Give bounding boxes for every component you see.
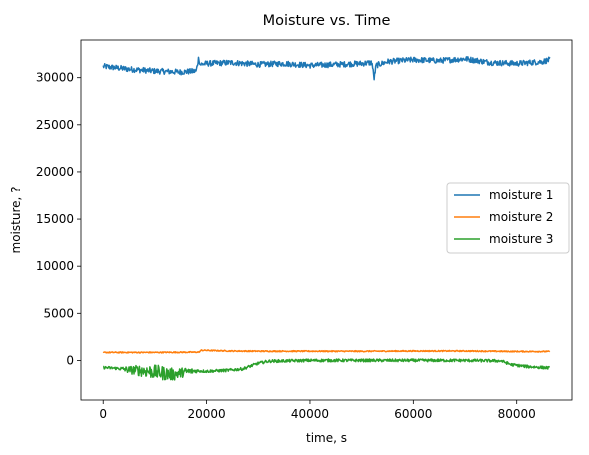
y-tick-label: 0 — [66, 353, 74, 367]
series-line-moisture-2 — [102, 349, 551, 354]
y-tick-label: 15000 — [36, 212, 74, 226]
series-line-moisture-3 — [102, 358, 551, 381]
axes-frame — [80, 39, 573, 401]
x-tick-label: 40000 — [291, 407, 329, 421]
x-tick-label: 80000 — [498, 407, 536, 421]
x-tick-label: 20000 — [187, 407, 225, 421]
legend: moisture 1 moisture 2 moisture 3 — [446, 182, 570, 254]
legend-label: moisture 1 — [489, 188, 553, 202]
chart-title: Moisture vs. Time — [263, 13, 391, 29]
plot-area — [80, 39, 573, 401]
legend-label: moisture 3 — [489, 232, 553, 246]
x-tick-label: 0 — [99, 407, 107, 421]
x-axis-ticks: 0 20000 40000 60000 80000 — [99, 400, 536, 421]
y-tick-label: 5000 — [43, 306, 74, 320]
y-tick-label: 20000 — [36, 165, 74, 179]
y-tick-label: 30000 — [36, 71, 74, 85]
x-axis-label: time, s — [306, 431, 347, 445]
legend-box — [446, 182, 570, 254]
y-axis-ticks: 0 5000 10000 15000 20000 25000 30000 — [36, 71, 81, 367]
y-axis-label: moisture, ? — [9, 187, 23, 254]
legend-items: moisture 1 moisture 2 moisture 3 — [454, 188, 553, 246]
x-tick-label: 60000 — [394, 407, 432, 421]
series-line-moisture-1 — [102, 56, 551, 81]
y-tick-label: 25000 — [36, 118, 74, 132]
y-tick-label: 10000 — [36, 259, 74, 273]
legend-label: moisture 2 — [489, 210, 553, 224]
series-layer — [102, 56, 551, 381]
